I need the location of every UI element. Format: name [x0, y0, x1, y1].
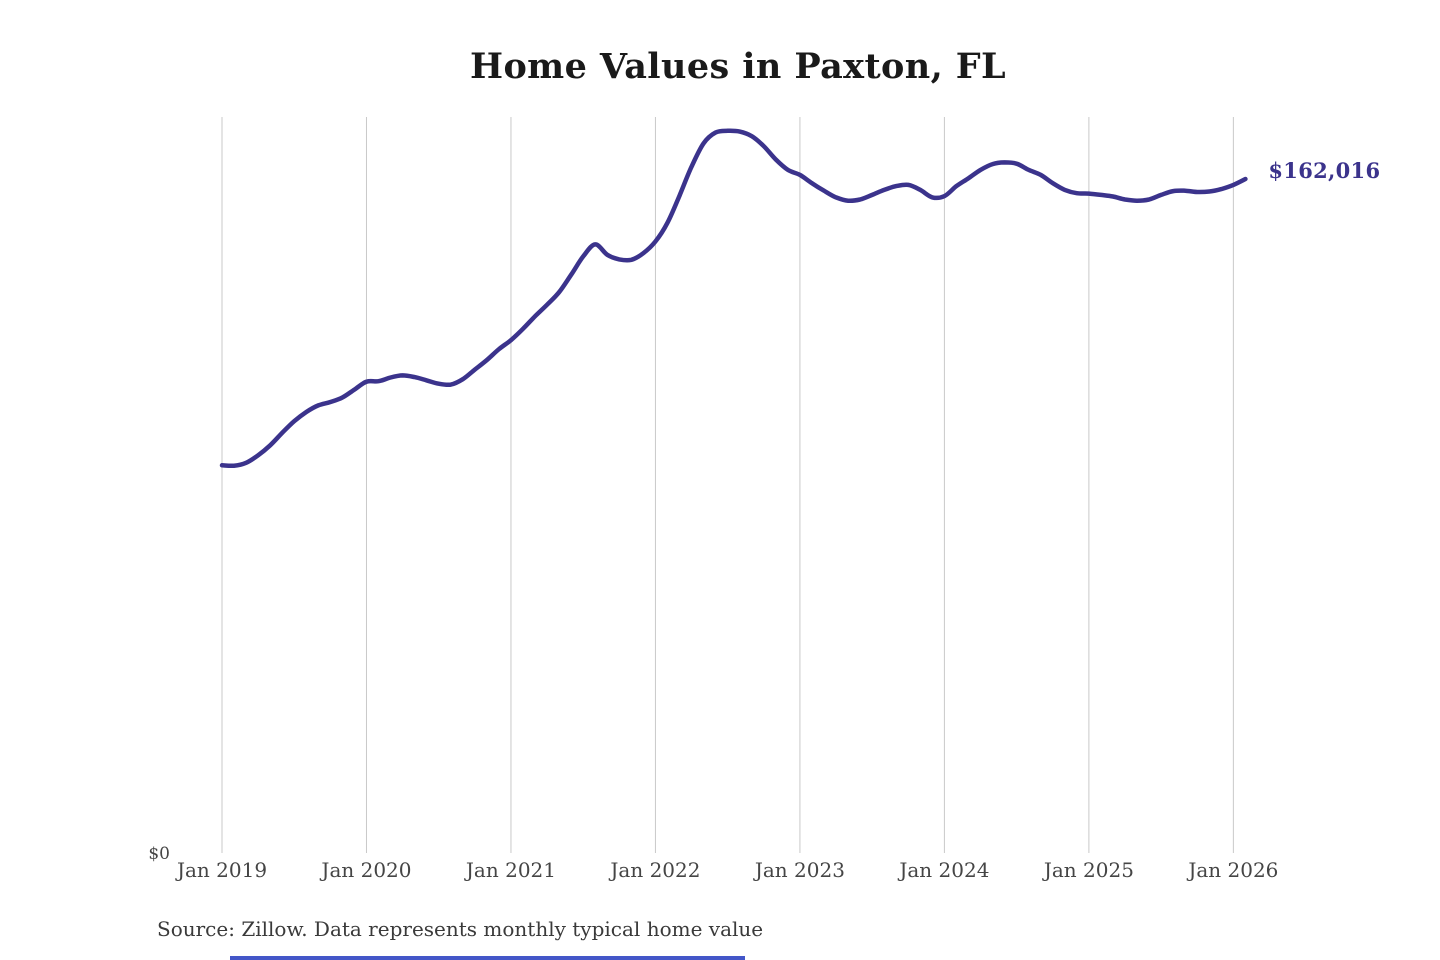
- x-tick-label: Jan 2024: [899, 858, 990, 882]
- home-value-line: [219, 128, 1248, 469]
- gridlines: [221, 117, 1234, 853]
- x-tick-label: Jan 2022: [610, 858, 701, 882]
- chart-title: Home Values in Paxton, FL: [469, 46, 1007, 87]
- source-note: Source: Zillow. Data represents monthly …: [157, 917, 764, 941]
- x-tick-label: Jan 2026: [1188, 858, 1279, 882]
- x-tick-label: Jan 2019: [176, 858, 268, 882]
- y-axis-zero-label: $0: [148, 844, 170, 864]
- x-tick-label: Jan 2020: [321, 858, 412, 882]
- current-value-label: $162,016: [1268, 158, 1381, 183]
- bottom-accent-bar: [230, 956, 745, 960]
- x-tick-label: Jan 2021: [465, 858, 556, 882]
- x-tick-label: Jan 2023: [754, 858, 845, 882]
- x-tick-label: Jan 2025: [1043, 858, 1134, 882]
